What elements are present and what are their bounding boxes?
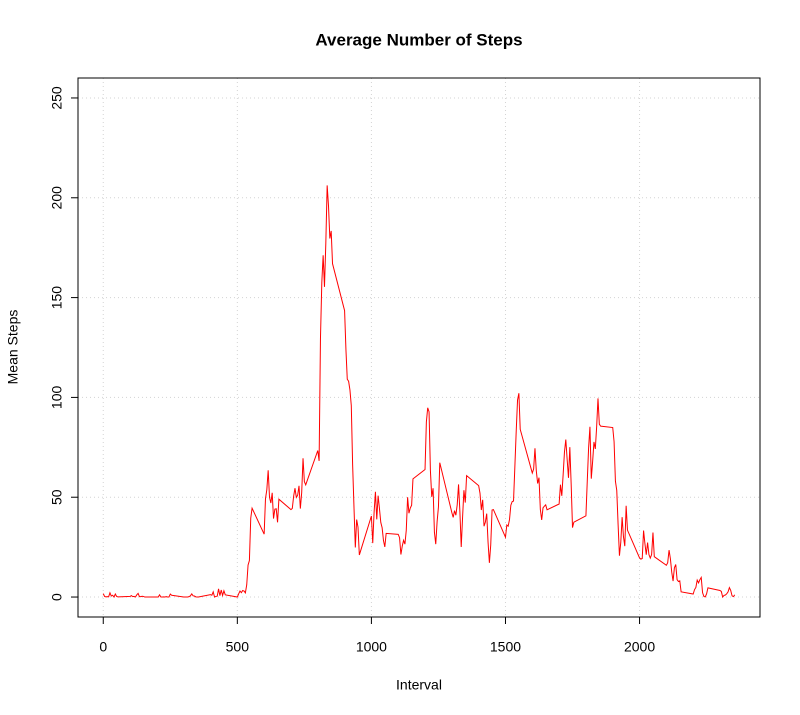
x-tick-label: 2000 (624, 639, 655, 655)
y-tick-label: 200 (49, 186, 65, 210)
y-tick-label: 100 (49, 386, 65, 410)
y-axis-label: Mean Steps (5, 310, 21, 385)
plot-frame (77, 77, 761, 618)
y-tick-label: 250 (49, 86, 65, 110)
y-tick-label: 0 (49, 593, 65, 601)
y-tick-label: 150 (49, 286, 65, 310)
x-tick-label: 1500 (490, 639, 521, 655)
y-tick-label: 50 (49, 489, 65, 505)
x-tick-label: 0 (99, 639, 107, 655)
x-tick-label: 500 (226, 639, 250, 655)
chart-title: Average Number of Steps (315, 30, 522, 49)
x-axis-label: Interval (396, 677, 442, 693)
data-line (102, 185, 736, 599)
x-tick-label: 1000 (356, 639, 387, 655)
